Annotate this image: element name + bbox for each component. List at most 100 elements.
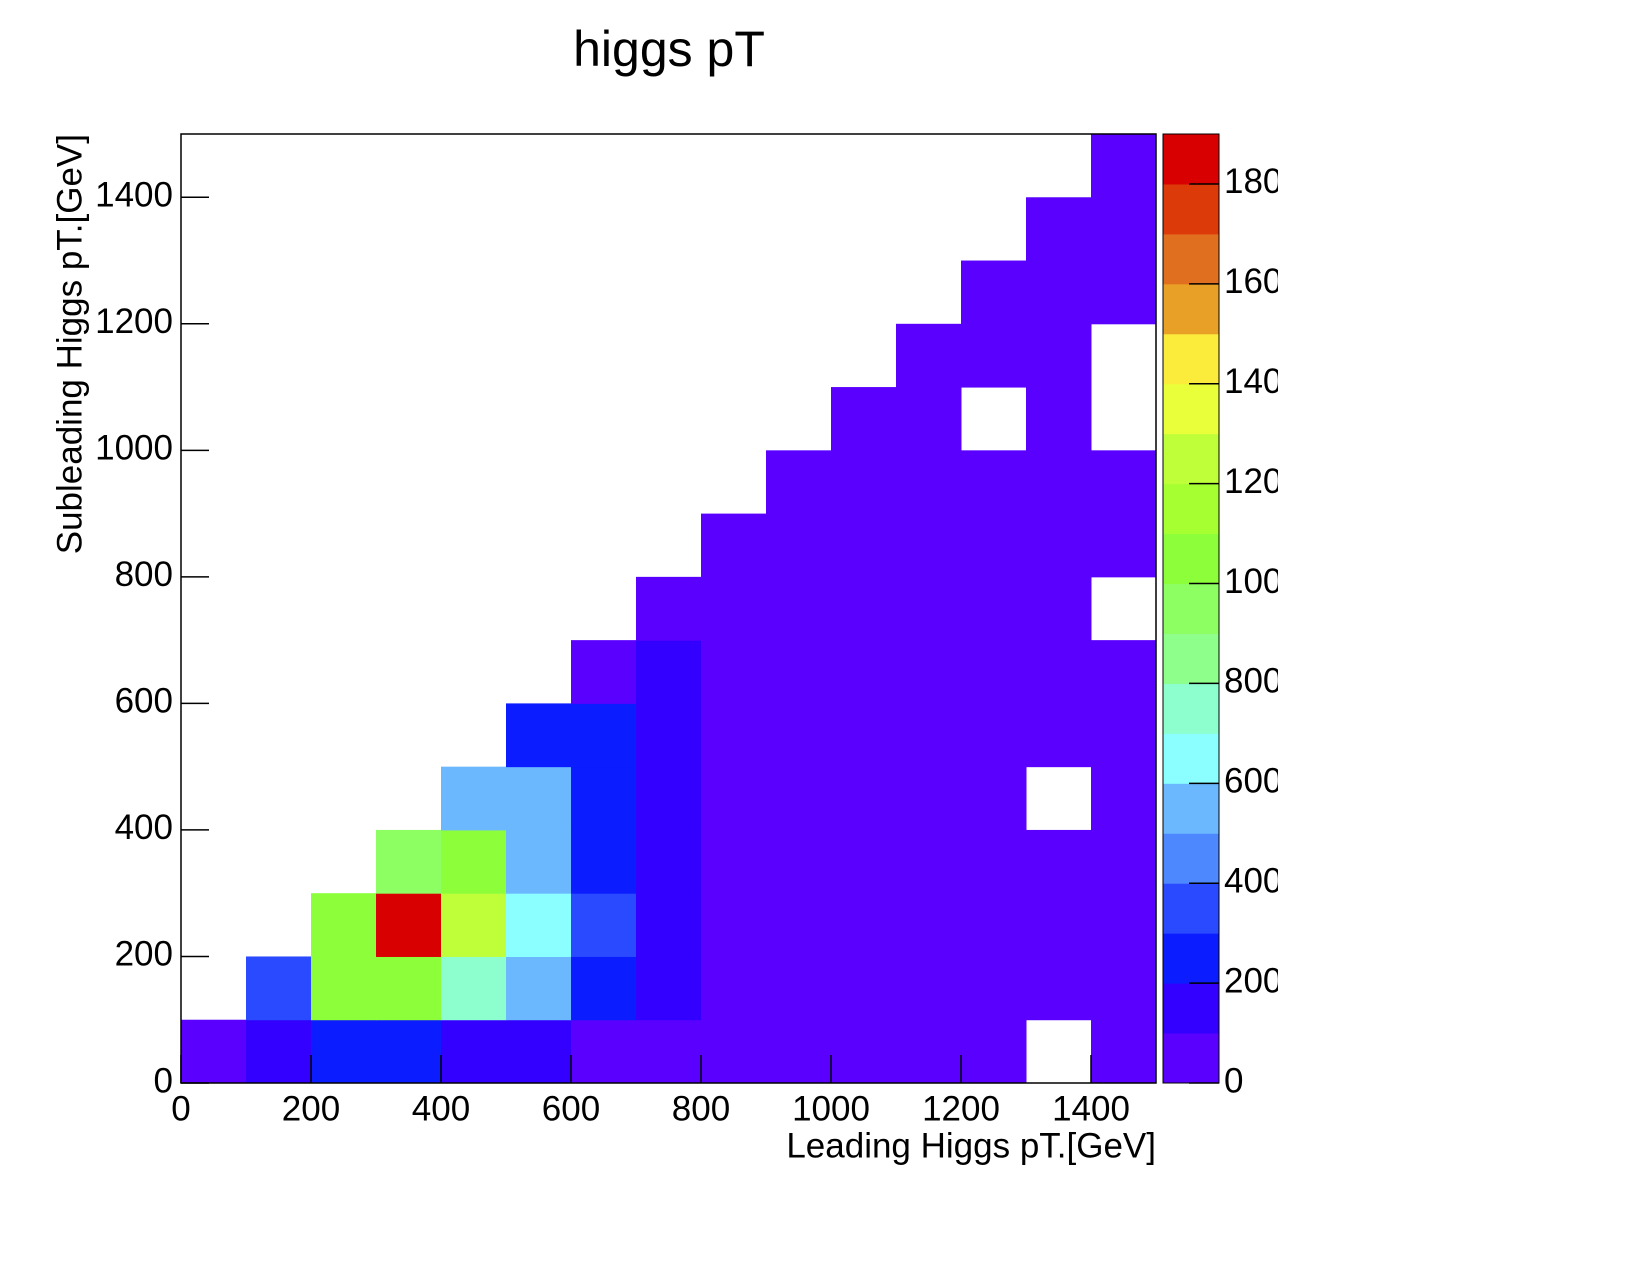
cell: [376, 956, 442, 1021]
z-tick-label: 1000: [1224, 562, 1302, 601]
cell: [701, 640, 767, 704]
cell: [1026, 893, 1092, 957]
x-axis-title: Leading Higgs pT.[GeV]: [786, 1126, 1156, 1165]
cell: [311, 956, 377, 1021]
z-tick-label: 1800: [1224, 162, 1302, 201]
cell: [441, 1019, 507, 1084]
x-tick-label: 600: [542, 1089, 600, 1128]
cell: [961, 766, 1027, 831]
y-tick-label: 600: [115, 682, 173, 721]
cell: [1026, 703, 1092, 768]
cell: [506, 1019, 572, 1084]
cell: [311, 1019, 377, 1084]
cell: [636, 956, 702, 1021]
cell: [831, 640, 897, 704]
z-tick-label: 1400: [1224, 362, 1302, 401]
y-tick-label: 200: [115, 935, 173, 974]
cells: [181, 134, 1157, 1084]
x-tick-label: 0: [171, 1089, 190, 1128]
cell: [571, 1019, 637, 1084]
cell: [701, 1019, 767, 1084]
cell: [701, 703, 767, 768]
cell: [896, 893, 962, 957]
cell: [1091, 450, 1157, 515]
cell: [766, 1019, 832, 1084]
cell: [571, 766, 637, 831]
cell: [1026, 197, 1092, 262]
cell: [701, 576, 767, 641]
z-tick-label: 600: [1224, 762, 1282, 801]
cell: [571, 703, 637, 768]
cell: [896, 513, 962, 578]
cell: [1091, 829, 1157, 894]
cell: [636, 1019, 702, 1084]
y-tick-label: 0: [154, 1061, 173, 1100]
cell: [1091, 134, 1157, 198]
colorbar-band: [1163, 333, 1219, 385]
z-tick-label: 400: [1224, 861, 1282, 900]
cell: [506, 829, 572, 894]
cell: [766, 766, 832, 831]
cell: [896, 450, 962, 515]
axes: 0 200 400 600 800 1000 1200 1400 0 200 400 600 800 10…: [95, 133, 1157, 1128]
cell: [246, 1019, 312, 1084]
colorbar-band: [1163, 283, 1219, 335]
colorbar-band: [1163, 583, 1219, 634]
y-tick-label: 400: [115, 808, 173, 847]
cell: [636, 576, 702, 641]
cell: [896, 323, 962, 388]
cell: [961, 450, 1027, 515]
cell: [896, 703, 962, 768]
cell: [571, 829, 637, 894]
colorbar-band: [1163, 183, 1219, 235]
cell: [1026, 387, 1092, 451]
y-axis-title: Subleading Higgs pT.[GeV]: [50, 134, 89, 554]
cell: [896, 576, 962, 641]
y-tick-label: 1000: [95, 429, 173, 468]
cell: [766, 513, 832, 578]
colorbar-band: [1163, 233, 1219, 285]
cell: [636, 703, 702, 768]
cell: [961, 893, 1027, 957]
cell: [766, 576, 832, 641]
z-tick-label: 800: [1224, 662, 1282, 701]
cell: [1026, 323, 1092, 388]
cell: [506, 703, 572, 768]
cell: [1091, 703, 1157, 768]
cell: [1026, 956, 1092, 1021]
cell: [636, 893, 702, 957]
cell: [831, 1019, 897, 1084]
cell: [766, 703, 832, 768]
cell: [1091, 197, 1157, 262]
cell: [1026, 640, 1092, 704]
cell: [961, 829, 1027, 894]
cell: [766, 956, 832, 1021]
colorbar-band: [1163, 983, 1219, 1034]
cell: [961, 576, 1027, 641]
cell: [961, 956, 1027, 1021]
cell: [701, 956, 767, 1021]
y-tick-label: 1400: [95, 176, 173, 215]
cell: [701, 513, 767, 578]
cell: [1091, 513, 1157, 578]
x-tick-label: 1400: [1052, 1089, 1130, 1128]
cell: [896, 829, 962, 894]
cell: [571, 956, 637, 1021]
y-tick-label: 800: [115, 555, 173, 594]
cell: [831, 956, 897, 1021]
cell: [1091, 893, 1157, 957]
cell: [831, 829, 897, 894]
cell: [376, 893, 442, 957]
cell: [376, 829, 442, 894]
z-tick-label: 1200: [1224, 462, 1302, 501]
plot-frame: [180, 133, 1157, 1084]
cell: [1091, 956, 1157, 1021]
cell: [376, 1019, 442, 1084]
cell: [441, 956, 507, 1021]
colorbar-band: [1163, 933, 1219, 984]
cell: [1091, 640, 1157, 704]
cell: [766, 640, 832, 704]
colorbar-band: [1163, 733, 1219, 784]
x-tick-label: 1200: [922, 1089, 1000, 1128]
x-tick-label: 1000: [792, 1089, 870, 1128]
